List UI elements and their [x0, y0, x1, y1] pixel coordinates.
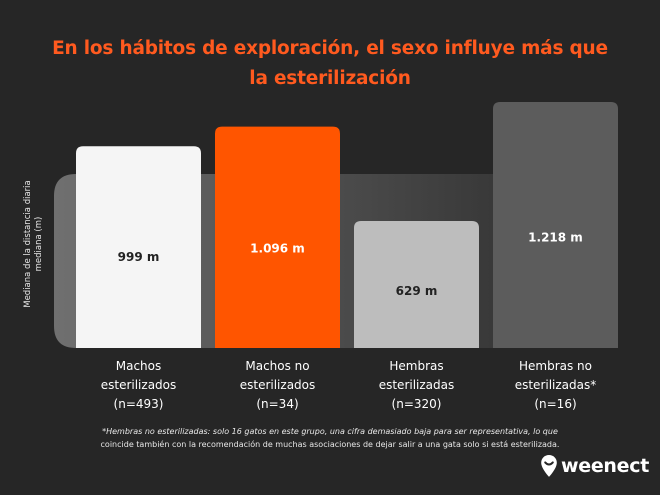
category-label-1-line-3: (n=493): [114, 397, 164, 411]
data-label-4: 1.218 m: [528, 230, 583, 244]
category-label-3-line-3: (n=320): [392, 397, 442, 411]
bar-1: [76, 146, 201, 348]
bar-2: [215, 126, 340, 348]
chart-title: En los hábitos de exploración, el sexo i…: [0, 34, 660, 94]
category-label-3-line-2: esterilizadas: [379, 378, 455, 392]
category-label-1-line-1: Machos: [116, 359, 162, 373]
category-label-1: Machos esterilizados (n=493): [101, 359, 177, 411]
category-label-2-line-2: esterilizados: [240, 378, 316, 392]
y-axis-label-line-2: mediana (m): [34, 216, 44, 272]
category-labels-group: Machos esterilizados (n=493) Machos no ester…: [101, 359, 597, 411]
title-line-2: la esterilización: [249, 68, 411, 89]
category-label-3-line-1: Hembras: [389, 359, 443, 373]
footnote: *Hembras no esterilizadas: solo 16 gatos…: [55, 425, 605, 451]
category-label-2-line-3: (n=34): [256, 397, 298, 411]
category-label-3: Hembras esterilizadas (n=320): [379, 359, 455, 411]
logo-text: weenect: [561, 455, 649, 477]
category-label-4-line-2: esterilizadas*: [515, 378, 597, 392]
bar-3: [354, 220, 479, 348]
weenect-logo: weenect: [540, 454, 649, 478]
data-label-1: 999 m: [118, 250, 160, 264]
data-label-2: 1.096 m: [250, 241, 305, 255]
bars-group: 999 m 1.096 m 629 m 1.218 m: [76, 101, 618, 349]
category-label-4: Hembras no esterilizadas* (n=16): [515, 359, 597, 411]
category-label-4-line-1: Hembras no: [519, 359, 592, 373]
location-pin-icon: [541, 455, 557, 477]
category-label-1-line-2: esterilizados: [101, 378, 177, 392]
y-axis-label: Mediana de la distancia diaria mediana (…: [23, 180, 45, 308]
footnote-line-2: coincide también con la recomendación de…: [100, 440, 560, 449]
footnote-line-1: *Hembras no esterilizadas: solo 16 gatos…: [102, 427, 558, 436]
bar-4: [493, 101, 618, 349]
category-label-2: Machos no esterilizados (n=34): [240, 359, 316, 411]
data-label-3: 629 m: [396, 284, 438, 298]
y-axis-label-line-1: Mediana de la distancia diaria: [23, 180, 33, 308]
category-label-4-line-3: (n=16): [534, 397, 576, 411]
category-label-2-line-1: Machos no: [245, 359, 309, 373]
title-line-1: En los hábitos de exploración, el sexo i…: [52, 38, 608, 59]
